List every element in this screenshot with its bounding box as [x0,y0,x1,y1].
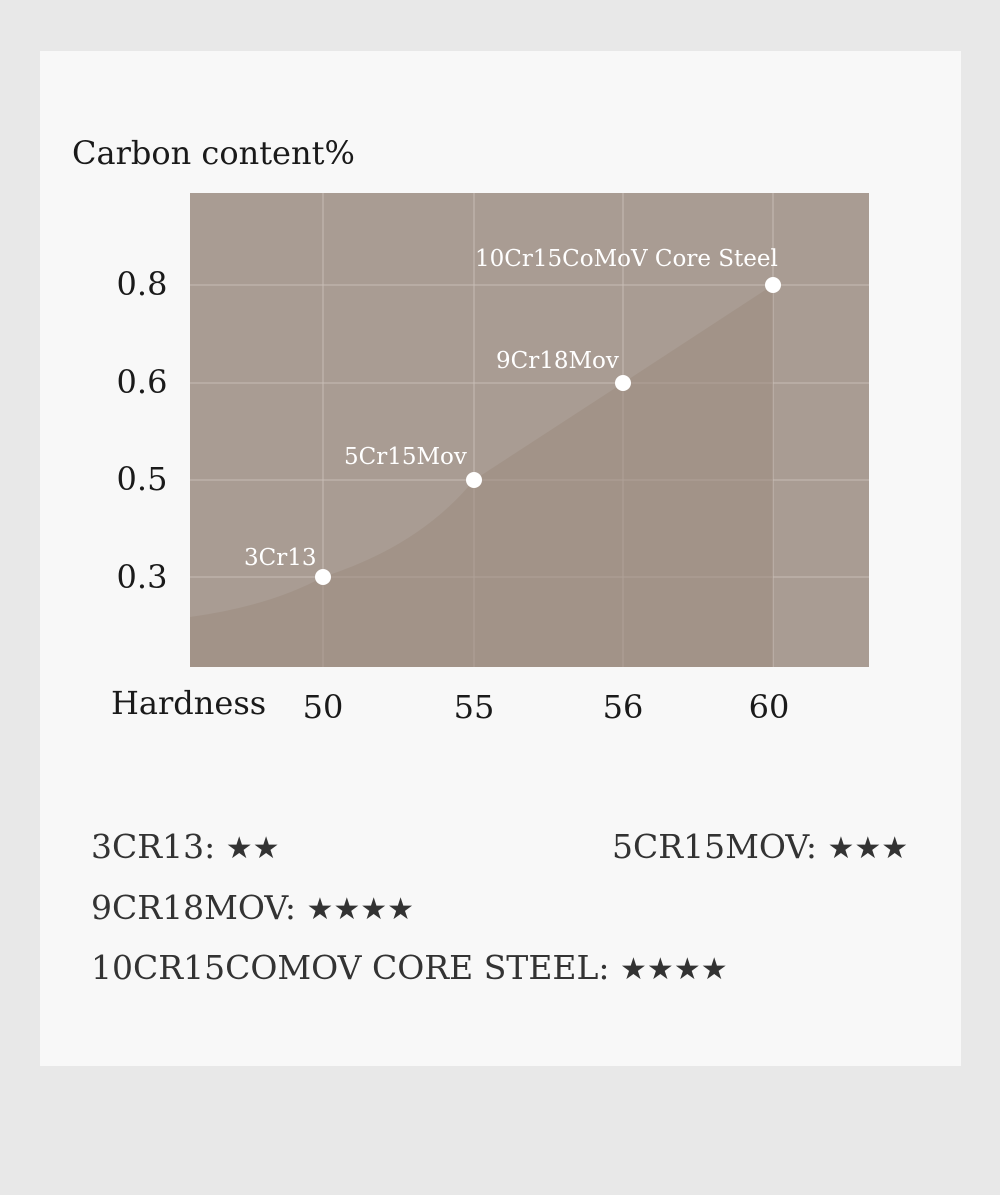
y-tick-labels: 0.8 0.6 0.5 0.3 [117,265,168,596]
rating-5cr15mov: 5CR15MOV: ★★★ [612,827,908,866]
star-rating: ★★★★ [620,952,728,987]
rating-name: 5CR15MOV: [612,827,817,866]
point-label: 9Cr18Mov [496,348,619,374]
rating-name: 10CR15COMOV CORE STEEL: [91,948,610,987]
point-labels: 3Cr13 5Cr15Mov 9Cr18Mov 10Cr15CoMoV Core… [244,246,778,571]
x-tick-label: 60 [749,688,790,726]
rating-name: 3CR13: [91,827,216,866]
data-point [615,375,631,391]
star-rating: ★★★★ [306,892,415,927]
rating-9cr18mov: 9CR18MOV: ★★★★ [91,888,414,927]
chart-card: Carbon content% 0.8 0.6 0.5 0.3 Hardness… [40,51,961,1066]
data-point [466,472,482,488]
x-tick-label: 55 [454,688,495,726]
x-axis-title: Hardness [111,684,266,722]
star-rating: ★★ [225,831,280,866]
x-tick-label: 50 [303,688,344,726]
rating-name: 9CR18MOV: [91,888,296,927]
hardness-carbon-chart: Carbon content% 0.8 0.6 0.5 0.3 Hardness… [72,134,869,726]
star-rating: ★★★ [827,831,909,866]
y-tick-label: 0.5 [117,460,168,498]
y-tick-label: 0.8 [117,265,168,303]
point-label: 3Cr13 [244,545,317,571]
y-axis-title: Carbon content% [72,134,355,172]
data-point [315,569,331,585]
y-tick-label: 0.6 [117,363,168,401]
point-label: 5Cr15Mov [344,444,467,470]
rating-10cr15comov: 10CR15COMOV CORE STEEL: ★★★★ [91,948,728,987]
x-tick-label: 56 [603,688,644,726]
rating-3cr13: 3CR13: ★★ [91,827,280,866]
data-point [765,277,781,293]
y-tick-label: 0.3 [117,558,168,596]
data-points [315,277,781,585]
point-label: 10Cr15CoMoV Core Steel [475,246,778,272]
x-tick-labels: 50 55 56 60 [303,688,790,726]
